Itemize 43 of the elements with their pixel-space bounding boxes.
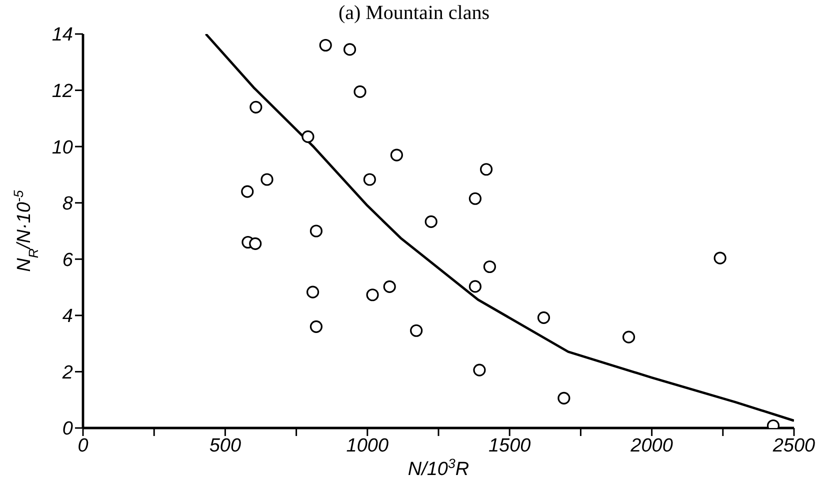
y-tick-label: 0 [62,418,74,440]
point [468,192,482,205]
point [383,280,396,294]
y-tick-label: 10 [52,137,74,158]
line-series [204,34,794,422]
x-tick-label: 0 [78,435,89,456]
x-tick-label: 2000 [630,435,674,456]
point [363,173,376,186]
y-tick-label: 6 [62,250,74,271]
point [343,43,356,56]
point [558,392,570,404]
point [390,148,403,162]
x-tick-label: 1500 [488,435,532,456]
point [310,320,323,333]
y-tick-label: 8 [62,194,74,215]
point [622,330,636,344]
point [241,185,254,198]
x-tick-label: 1000 [346,435,389,456]
y-tick-label: 12 [52,81,74,102]
point [410,324,423,337]
point [473,364,486,376]
point [249,237,262,250]
point [480,163,493,176]
x-tick-label: 500 [209,435,242,456]
point [250,100,262,114]
point [310,224,323,238]
point [366,288,379,302]
point [306,286,320,298]
point [260,173,274,186]
point [424,215,438,228]
x-tick-label: 2500 [772,435,816,456]
point [483,260,496,274]
x-axis-title: N/10$^{3}$R [408,456,470,480]
point [714,252,726,264]
point [302,130,314,144]
chart-title: (a) Mountain clans [337,2,491,25]
y-tick-label: 2 [61,362,74,384]
point [468,280,482,293]
y-tick-label: 14 [52,24,73,46]
point [354,85,366,98]
y-tick-label: 4 [62,306,73,328]
point [537,311,550,324]
point [319,38,332,52]
